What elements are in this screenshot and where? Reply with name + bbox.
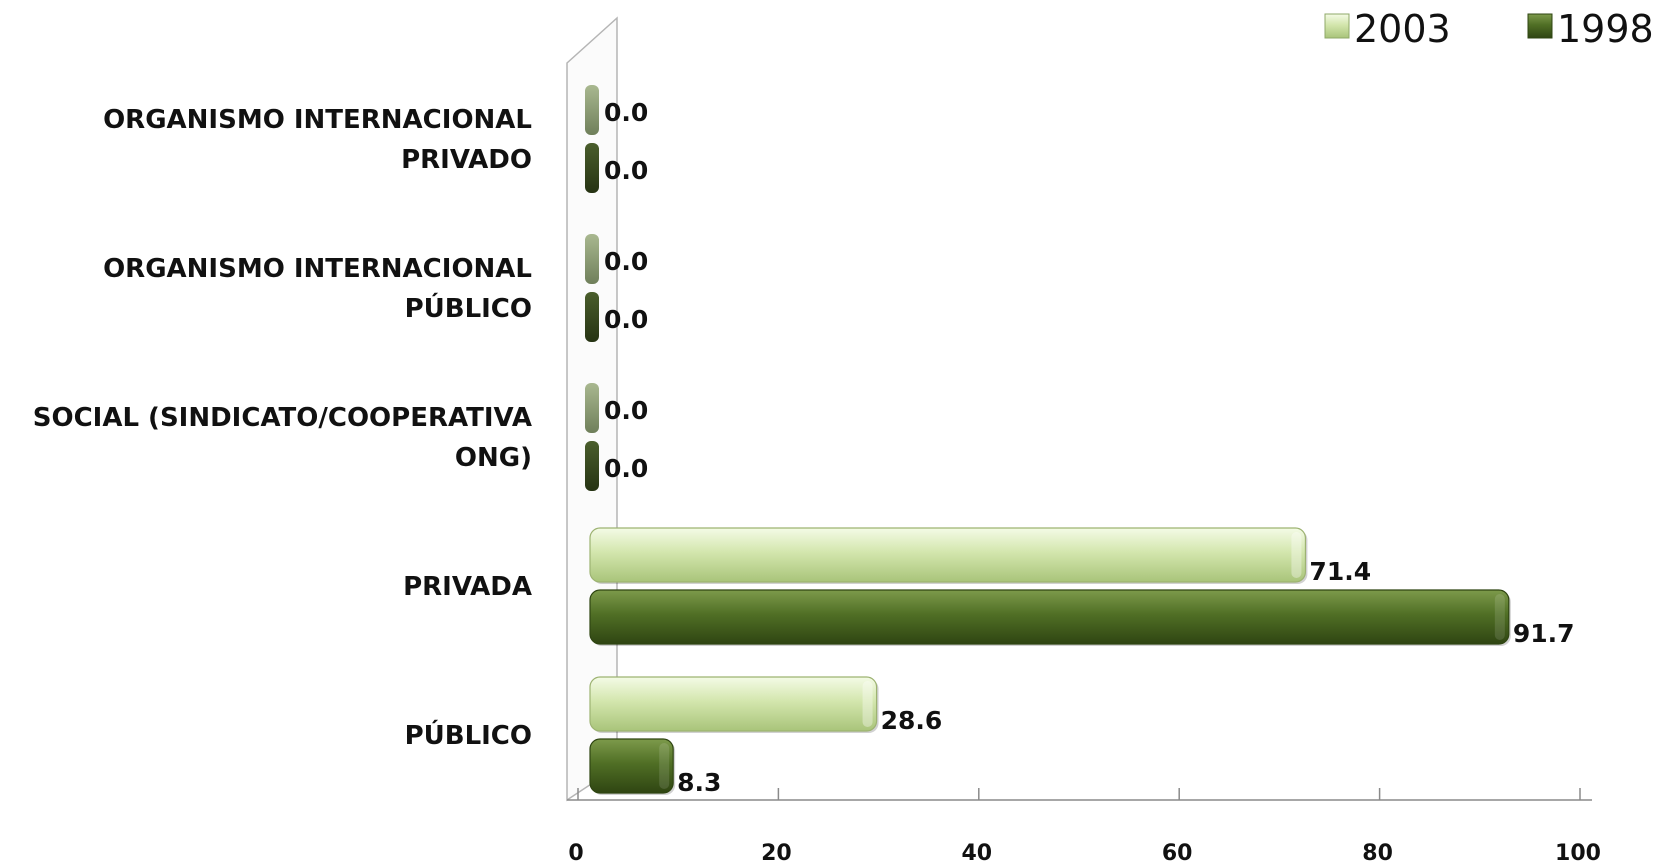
bar-2003-organismo-internacional-p-blico <box>585 234 599 284</box>
bar-2003-social-sindicato-cooperativa-ong <box>585 383 599 433</box>
x-tick-label: 40 <box>961 841 992 863</box>
value-label: 0.0 <box>604 98 648 127</box>
value-label: 0.0 <box>604 247 648 276</box>
category-label: PRIVADA <box>403 572 532 602</box>
x-tick-label: 60 <box>1162 841 1193 863</box>
x-tick-label: 80 <box>1362 841 1393 863</box>
value-label: 28.6 <box>881 706 943 735</box>
x-tick-label: 20 <box>761 841 792 863</box>
bar-2003-privada <box>589 527 1308 584</box>
legend-label-2003: 2003 <box>1354 7 1451 51</box>
value-label: 0.0 <box>604 454 648 483</box>
bars <box>585 85 1511 795</box>
value-label: 8.3 <box>677 768 721 797</box>
x-axis-ticks: 0 20 40 60 80 100 <box>568 788 1601 863</box>
category-label: PÚBLICO <box>405 719 532 751</box>
legend: 2003 1998 <box>1324 7 1654 51</box>
value-label: 91.7 <box>1513 619 1575 648</box>
value-label: 71.4 <box>1309 557 1371 586</box>
legend-label-1998: 1998 <box>1557 7 1654 51</box>
value-label: 0.0 <box>604 305 648 334</box>
bar-1998-organismo-internacional-privado <box>585 143 599 193</box>
category-label: ORGANISMO INTERNACIONAL PÚBLICO <box>103 254 532 324</box>
x-tick-label: 100 <box>1555 841 1601 863</box>
category-label: ORGANISMO INTERNACIONAL PRIVADO <box>103 105 532 175</box>
bar-1998-social-sindicato-cooperativa-ong <box>585 441 599 491</box>
category-labels: PÚBLICO PRIVADA SOCIAL (SINDICATO/COOPERAT… <box>33 105 532 751</box>
bar-2003-p-blico <box>589 676 879 733</box>
bar-1998-p-blico <box>589 738 676 795</box>
value-labels: 28.6 8.3 71.4 91.7 0.0 0.0 0.0 0.0 0.0 0.0 <box>604 98 1575 797</box>
bar-1998-privada <box>589 589 1511 646</box>
bar-1998-organismo-internacional-p-blico <box>585 292 599 342</box>
value-label: 0.0 <box>604 156 648 185</box>
value-label: 0.0 <box>604 396 648 425</box>
bar-2003-organismo-internacional-privado <box>585 85 599 135</box>
legend-swatch-1998 <box>1527 13 1553 39</box>
x-tick-label: 0 <box>568 841 583 863</box>
category-label: SOCIAL (SINDICATO/COOPERATIVA ONG) <box>33 403 532 473</box>
legend-swatch-2003 <box>1324 13 1350 39</box>
